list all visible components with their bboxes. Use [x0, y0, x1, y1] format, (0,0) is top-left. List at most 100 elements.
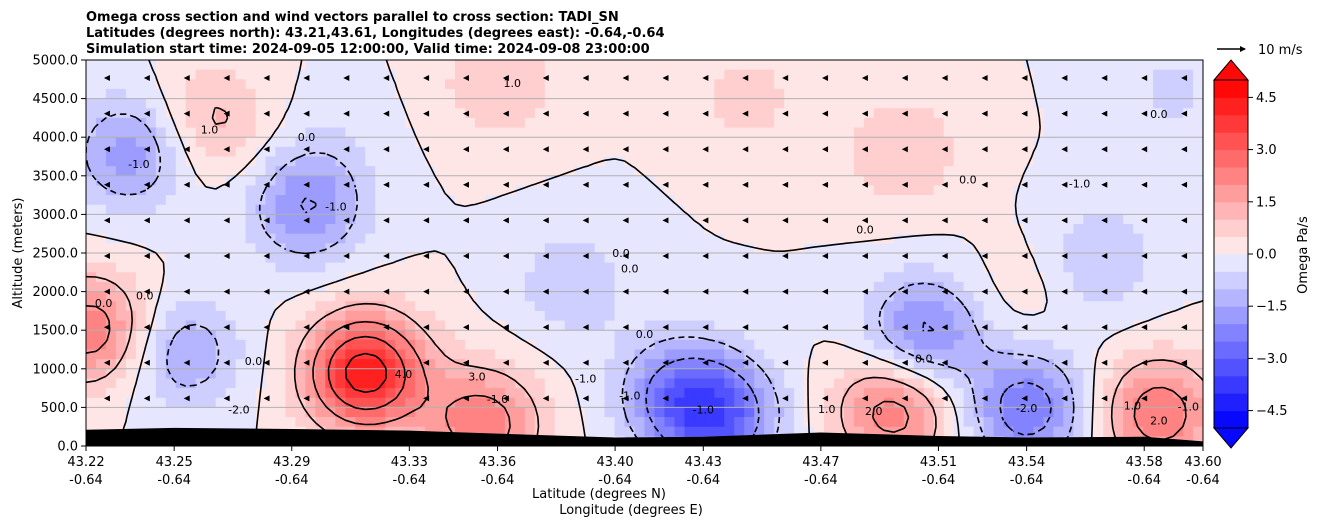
omega-cell — [425, 407, 436, 418]
omega-cell — [1183, 214, 1194, 225]
omega-cell — [1023, 195, 1035, 206]
omega-cell — [1183, 156, 1194, 167]
omega-cell — [863, 224, 875, 235]
omega-cell — [385, 214, 396, 225]
omega-cell — [425, 388, 436, 399]
wind-vector — [702, 359, 709, 366]
omega-cell — [754, 388, 765, 399]
omega-cell — [694, 272, 705, 283]
omega-cell — [624, 204, 636, 215]
omega-cell — [1033, 214, 1045, 225]
omega-cell — [275, 272, 287, 283]
omega-cell — [205, 204, 217, 215]
omega-cell — [305, 98, 316, 109]
omega-cell — [1023, 330, 1035, 341]
omega-cell — [903, 166, 915, 177]
omega-cell — [1143, 368, 1154, 380]
omega-cell — [634, 291, 646, 302]
omega-cell — [205, 88, 217, 100]
omega-cell — [893, 166, 905, 177]
omega-cell — [1083, 378, 1094, 389]
omega-cell — [574, 204, 586, 215]
omega-cell — [574, 378, 586, 389]
omega-cell — [963, 397, 975, 408]
omega-cell — [1003, 253, 1015, 264]
omega-cell — [385, 69, 396, 80]
omega-cell — [953, 156, 965, 167]
omega-cell — [993, 281, 1005, 293]
contour-label: 0.0 — [1150, 108, 1168, 121]
omega-cell — [564, 79, 576, 90]
omega-cell — [1103, 214, 1114, 225]
wind-vector — [901, 288, 908, 295]
omega-cell — [455, 388, 466, 399]
omega-cell — [255, 79, 267, 90]
colorbar-band — [1214, 184, 1248, 203]
omega-cell — [873, 253, 885, 264]
omega-cell — [1003, 166, 1015, 177]
omega-cell — [225, 397, 237, 408]
omega-cell — [385, 156, 396, 167]
omega-cell — [315, 175, 326, 187]
omega-cell — [933, 166, 945, 177]
omega-cell — [1183, 79, 1194, 90]
omega-cell — [564, 195, 576, 206]
x-tick-lon-label: -0.64 — [804, 473, 838, 488]
omega-cell — [1013, 397, 1025, 408]
omega-cell — [494, 301, 506, 312]
omega-cell — [385, 272, 396, 283]
omega-cell — [95, 175, 107, 187]
omega-cell — [95, 88, 107, 100]
omega-cell — [764, 291, 775, 302]
omega-cell — [714, 108, 725, 119]
omega-cell — [1113, 388, 1124, 399]
omega-cell — [365, 301, 376, 312]
omega-cell — [395, 224, 406, 235]
omega-cell — [574, 330, 586, 341]
omega-cell — [484, 310, 496, 322]
omega-cell — [704, 301, 715, 312]
omega-cell — [534, 262, 546, 273]
wind-vector — [303, 75, 310, 81]
omega-cell — [375, 108, 386, 119]
omega-cell — [604, 185, 616, 196]
wind-vector — [383, 75, 390, 81]
omega-cell — [385, 378, 396, 389]
omega-cell — [853, 272, 865, 283]
omega-cell — [993, 79, 1005, 90]
omega-cell — [784, 224, 795, 235]
omega-cell — [365, 339, 376, 351]
omega-cell — [125, 195, 137, 206]
omega-cell — [1123, 214, 1134, 225]
omega-cell — [1073, 185, 1084, 196]
omega-cell — [415, 330, 426, 341]
omega-cell — [265, 69, 277, 80]
omega-cell — [704, 310, 715, 322]
omega-cell — [1043, 69, 1055, 80]
omega-cell — [594, 301, 606, 312]
omega-cell — [395, 281, 406, 293]
omega-cell — [1193, 320, 1203, 331]
omega-cell — [285, 262, 297, 273]
omega-cell — [903, 320, 915, 331]
omega-cell — [953, 378, 965, 389]
wind-vector — [303, 324, 310, 331]
omega-cell — [175, 281, 187, 293]
omega-cell — [604, 330, 616, 341]
omega-cell — [1143, 359, 1154, 370]
omega-cell — [594, 88, 606, 100]
omega-cell — [514, 108, 526, 119]
quiver-key: 10 m/s — [1217, 43, 1303, 58]
omega-cell — [175, 60, 187, 71]
omega-cell — [1103, 397, 1114, 408]
omega-cell — [863, 156, 875, 167]
omega-cell — [435, 156, 446, 167]
omega-cell — [684, 117, 695, 129]
omega-cell — [175, 349, 187, 360]
omega-cell — [265, 417, 277, 428]
omega-cell — [255, 243, 267, 254]
omega-cell — [983, 175, 995, 187]
omega-cell — [584, 88, 596, 100]
wind-vector — [822, 288, 829, 295]
wind-vector — [1021, 324, 1028, 331]
